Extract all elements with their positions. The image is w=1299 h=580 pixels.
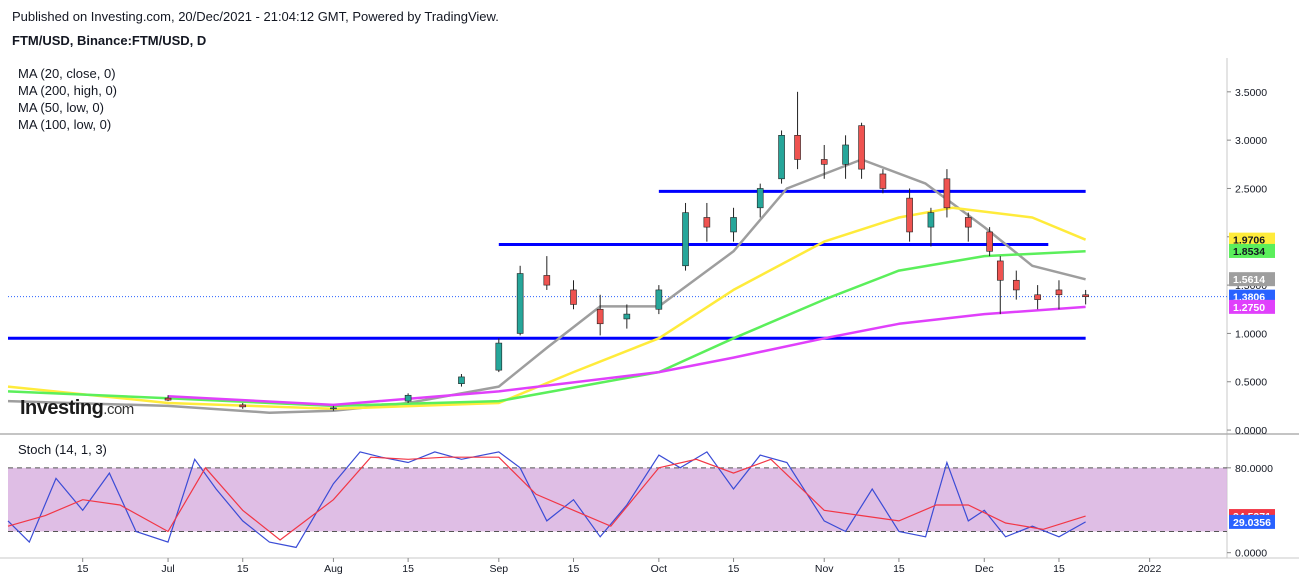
candle-body xyxy=(927,212,935,228)
axes: 3.50003.00002.50002.00001.50001.00000.50… xyxy=(77,87,1273,575)
y-tick-label: 0.0000 xyxy=(1235,425,1267,437)
ma-line xyxy=(167,305,1086,407)
candle-body xyxy=(682,212,689,267)
x-tick-label: 2022 xyxy=(1138,563,1162,575)
x-tick-label: 15 xyxy=(893,563,905,575)
y-tick-label: 0.5000 xyxy=(1235,377,1267,389)
support-resistance-levels xyxy=(8,189,1227,340)
candle-body xyxy=(842,144,849,165)
candle-body xyxy=(239,404,247,408)
candle-body xyxy=(943,178,951,209)
candle-body xyxy=(596,308,604,325)
x-tick-label: Nov xyxy=(815,563,834,575)
price-badge xyxy=(1229,514,1275,529)
candle-body xyxy=(906,197,913,233)
stoch-tick-label: 80.0000 xyxy=(1235,463,1273,475)
x-tick-label: Dec xyxy=(975,563,994,575)
y-tick-label: 1.0000 xyxy=(1235,328,1267,340)
price-badge-label: 1.9706 xyxy=(1233,235,1265,247)
candle-body xyxy=(986,231,993,252)
price-badge-label: 1.8534 xyxy=(1233,246,1265,258)
published-caption: Published on Investing.com, 20/Dec/2021 … xyxy=(12,9,499,24)
x-tick-label: 15 xyxy=(728,563,740,575)
legend-ma20: MA (20, close, 0) xyxy=(18,66,116,81)
x-tick-label: 15 xyxy=(568,563,580,575)
price-badge-label: 1.2750 xyxy=(1233,302,1265,314)
candle-body xyxy=(1012,279,1020,291)
price-badge xyxy=(1229,272,1275,287)
legend-ma50: MA (50, low, 0) xyxy=(18,100,104,115)
x-tick-label: 15 xyxy=(237,563,249,575)
x-tick-label: Oct xyxy=(651,563,667,575)
candle-body xyxy=(623,313,631,320)
stoch-band xyxy=(8,467,1227,532)
y-tick-label: 3.5000 xyxy=(1235,87,1267,99)
price-badge xyxy=(1229,299,1275,314)
candle-body xyxy=(858,125,865,170)
candle-body xyxy=(703,217,711,228)
legend-ma100: MA (100, low, 0) xyxy=(18,117,112,132)
candle-body xyxy=(330,407,337,410)
x-tick-label: Sep xyxy=(489,563,508,575)
price-badge xyxy=(1229,243,1275,258)
candle-body xyxy=(164,397,172,401)
stoch-line xyxy=(7,451,1086,549)
price-badge-label: 1.5614 xyxy=(1233,274,1265,286)
candle-body xyxy=(495,342,503,371)
investing-watermark: Investing.com xyxy=(20,397,134,420)
moving-averages xyxy=(7,158,1087,414)
price-badge-label: 29.0356 xyxy=(1233,517,1271,529)
legend-ma200: MA (200, high, 0) xyxy=(18,83,117,98)
y-tick-label: 3.0000 xyxy=(1235,135,1267,147)
watermark-suffix: .com xyxy=(103,401,134,418)
symbol-title: FTM/USD, Binance:FTM/USD, D xyxy=(12,33,207,48)
candle-body xyxy=(778,135,785,180)
candle-body xyxy=(1082,294,1089,298)
candle-body xyxy=(655,289,663,310)
x-tick-label: 15 xyxy=(77,563,89,575)
y-tick-label: 2.5000 xyxy=(1235,183,1267,195)
candle-body xyxy=(1055,289,1063,296)
ma-line xyxy=(7,250,1086,408)
candle-body xyxy=(404,394,412,402)
ma-line xyxy=(7,158,1086,414)
stoch-lines xyxy=(7,451,1086,549)
candle-body xyxy=(1034,294,1041,300)
candles xyxy=(164,91,1089,411)
x-tick-label: Aug xyxy=(324,563,343,575)
candle-body xyxy=(516,273,524,334)
candle-body xyxy=(820,159,828,165)
stoch-tick-label: 0.0000 xyxy=(1235,548,1267,560)
stoch-line xyxy=(7,456,1086,541)
price-badge xyxy=(1229,232,1275,247)
x-tick-label: 15 xyxy=(402,563,414,575)
candle-body xyxy=(756,188,764,209)
stoch-label: Stoch (14, 1, 3) xyxy=(18,442,107,457)
candle-body xyxy=(570,289,577,305)
candle-body xyxy=(879,173,887,189)
x-tick-label: 15 xyxy=(1053,563,1065,575)
candle-body xyxy=(543,275,551,286)
candle-body xyxy=(730,217,737,233)
x-tick-label: Jul xyxy=(161,563,174,575)
ma-line xyxy=(7,206,1087,411)
candle-body xyxy=(996,260,1004,281)
stoch-band-fill xyxy=(8,467,1227,532)
candle-body xyxy=(794,135,801,160)
price-badges: 1.97061.85341.56141.38061.275034.537129.… xyxy=(1229,232,1275,529)
candle-body xyxy=(964,217,972,228)
watermark-brand: Investing xyxy=(20,397,104,419)
candle-body xyxy=(458,376,465,384)
